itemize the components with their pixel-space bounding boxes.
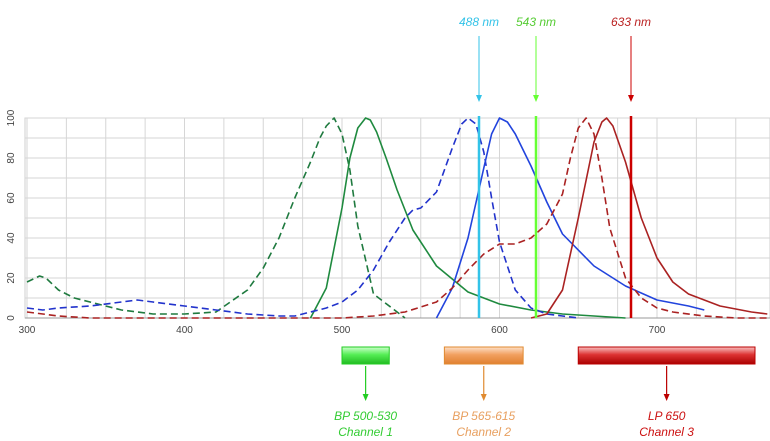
laser-label-1: 488 nm	[459, 15, 499, 29]
y-tick-label: 100	[6, 109, 17, 126]
x-tick-label: 600	[491, 325, 508, 336]
filter-band-1	[341, 346, 390, 365]
filter-bands: BP 500-530 Channel 1 BP 565-615 Channel 2 LP…	[334, 346, 756, 439]
y-tick-label: 80	[6, 152, 17, 164]
y-tick-label: 40	[6, 232, 17, 244]
laser-label-2: 543 nm	[516, 15, 556, 29]
x-tick-label: 700	[649, 325, 666, 336]
filter-label-2: BP 565-615	[452, 409, 515, 423]
filter-channel-label-2: Channel 2	[456, 425, 511, 439]
laser-arrowhead-1	[476, 95, 482, 102]
filter-channel-label-3: Channel 3	[639, 425, 694, 439]
laser-arrowhead-3	[628, 95, 634, 102]
emission-curve-6	[530, 117, 768, 319]
filter-arrowhead-1	[362, 394, 369, 401]
laser-arrowhead-2	[533, 95, 539, 102]
grid	[24, 117, 770, 319]
x-tick-label: 500	[334, 325, 351, 336]
filter-label-3: LP 650	[648, 409, 686, 423]
filter-band-3	[577, 346, 756, 365]
laser-label-3: 633 nm	[611, 15, 651, 29]
filter-channel-label-1: Channel 1	[338, 425, 393, 439]
filter-arrowhead-3	[663, 394, 670, 401]
laser-lines: 488 nm 543 nm 633 nm	[459, 15, 651, 318]
y-tick-label: 20	[6, 272, 17, 284]
excitation-curve-3	[26, 117, 579, 319]
x-tick-label: 400	[176, 325, 193, 336]
filter-band-2	[443, 346, 524, 365]
emission-curve-4	[435, 117, 705, 319]
excitation-curve-1	[26, 117, 406, 319]
axis-ticks: 300 400 500 600 700 0 20 40 60 80 100	[6, 109, 666, 336]
x-tick-label: 300	[19, 325, 36, 336]
y-tick-label: 0	[6, 315, 17, 321]
filter-arrowhead-2	[480, 394, 487, 401]
filter-label-1: BP 500-530	[334, 409, 397, 423]
y-tick-label: 60	[6, 192, 17, 204]
